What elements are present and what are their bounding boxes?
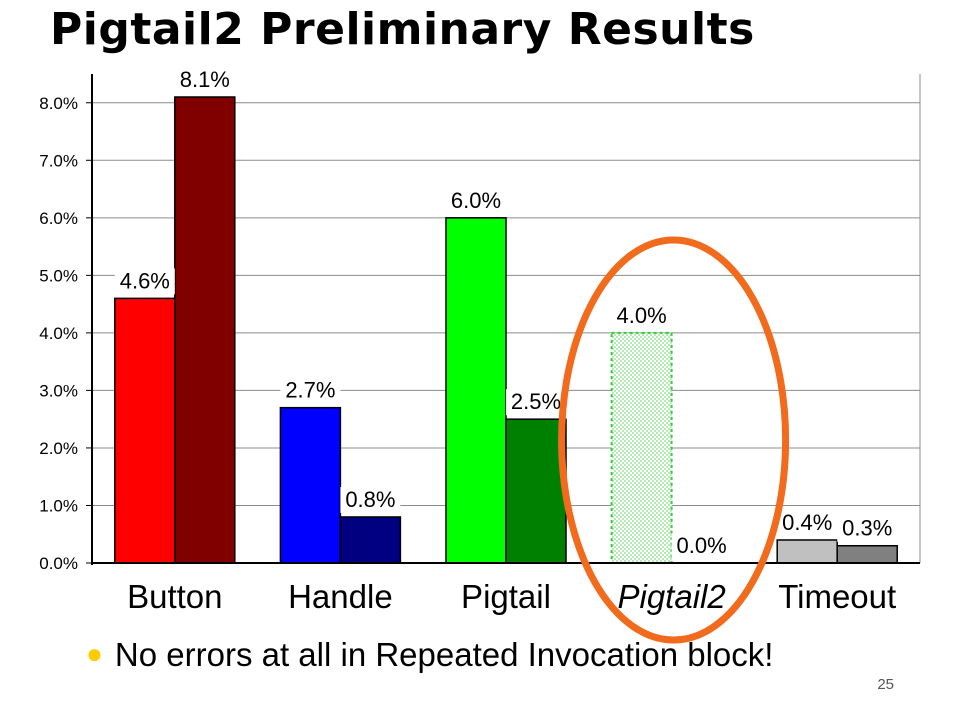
data-label-timeout-series2: 0.3% (842, 516, 892, 541)
bar-pigtail2-series1 (610, 331, 673, 564)
category-label-button: Button (127, 578, 223, 615)
y-axis-ticks: 0.0% 1.0% 2.0% 3.0% 4.0% 5.0% 6.0% 7.0% 8.0% (39, 94, 92, 573)
data-label-bg (671, 533, 732, 559)
data-label-timeout-series1: 0.4% (782, 510, 832, 535)
category-label-handle: Handle (288, 578, 393, 615)
data-label-pigtail2-series1: 4.0% (617, 303, 667, 328)
data-label-button-series1: 4.6% (120, 268, 170, 293)
data-labels: 4.6% 8.1% 2.7% 0.8% 6.0% 2.5% 4.0% 0.0% 0.4% 0.3% (114, 67, 898, 559)
data-label-bg (340, 486, 401, 513)
data-label-bg (114, 268, 175, 295)
data-label-handle-series2: 0.8% (345, 487, 395, 512)
bar-button-series1 (114, 297, 176, 564)
bullet-point: ● No errors at all in Repeated Invocation… (86, 636, 773, 674)
axes (91, 74, 921, 565)
data-label-pigtail-series2: 2.5% (511, 389, 561, 414)
y-tick-label: 6.0% (39, 209, 78, 228)
y-tick-label: 1.0% (39, 496, 78, 515)
data-label-handle-series1: 2.7% (285, 378, 335, 403)
bar-handle-series2 (339, 516, 402, 564)
highlight-ellipse (558, 236, 790, 644)
data-label-bg (777, 509, 838, 536)
bar-timeout-series1 (776, 539, 838, 564)
y-tick-label: 2.0% (39, 439, 78, 458)
bars (114, 96, 898, 564)
y-tick-label: 7.0% (39, 151, 78, 170)
y-tick-label: 4.0% (39, 324, 78, 343)
bullet-text: No errors at all in Repeated Invocation … (114, 636, 774, 673)
data-label-bg (446, 187, 506, 214)
category-label-pigtail: Pigtail (461, 578, 551, 615)
y-tick-label: 5.0% (39, 266, 78, 285)
bar-pigtail-series2 (505, 418, 567, 564)
page-number: 25 (877, 676, 894, 693)
y-tick-label: 0.0% (39, 554, 78, 573)
data-label-bg (280, 377, 341, 404)
bar-pigtail-series1 (445, 217, 507, 564)
data-label-pigtail2-series2: 0.0% (677, 533, 727, 558)
y-tick-label: 3.0% (39, 381, 78, 400)
bar-button-series2 (174, 96, 236, 564)
data-label-bg (611, 302, 672, 329)
bullet-icon: ● (86, 638, 103, 669)
y-tick-label: 8.0% (39, 94, 78, 113)
data-label-pigtail-series1: 6.0% (451, 188, 501, 213)
bar-handle-series1 (279, 406, 342, 564)
category-label-timeout: Timeout (778, 578, 897, 615)
slide-title: Pigtail2 Preliminary Results (50, 4, 755, 55)
data-label-button-series2: 8.1% (180, 67, 230, 92)
data-label-bg (506, 389, 566, 416)
category-label-pigtail2: Pigtail2 (617, 578, 726, 615)
bar-timeout-series2 (836, 544, 898, 564)
data-label-bg (837, 515, 898, 542)
data-label-bg (174, 67, 235, 94)
highlight-circle (558, 236, 790, 644)
